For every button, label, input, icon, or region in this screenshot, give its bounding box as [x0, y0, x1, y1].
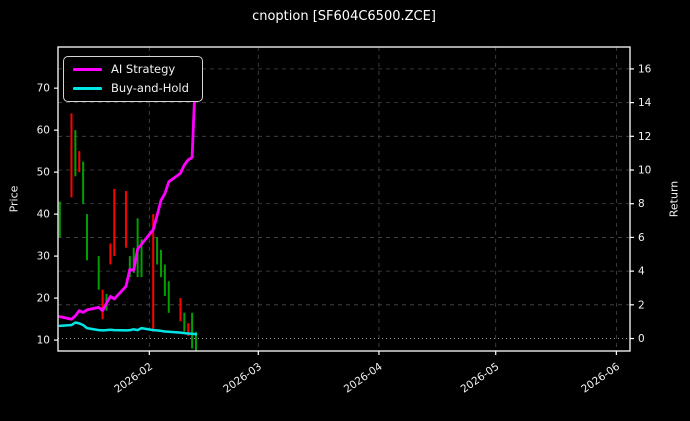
return-tick-label: 0	[638, 333, 645, 345]
buy-and-hold-line	[58, 321, 198, 336]
ai-strategy-swatch	[73, 68, 102, 72]
buy-and-hold-swatch	[73, 86, 102, 90]
price-tick-label: 50	[37, 167, 50, 179]
axis-ticks	[54, 68, 634, 355]
legend-item-ai-strategy: AI Strategy	[73, 62, 189, 76]
date-tick-label: 2026-06	[579, 360, 622, 395]
return-tick-label: 10	[638, 165, 651, 177]
price-tick-label: 70	[37, 83, 50, 95]
return-tick-label: 14	[638, 97, 652, 109]
plot-border	[57, 46, 631, 352]
legend-label-ai-strategy: AI Strategy	[111, 62, 176, 76]
price-tick-label: 40	[37, 209, 50, 221]
return-tick-label: 4	[638, 266, 645, 278]
chart-title: cnoption [SF604C6500.ZCE]	[252, 9, 436, 24]
legend: AI Strategy Buy-and-Hold	[63, 56, 203, 102]
date-tick-label: 2026-03	[221, 361, 264, 396]
price-tick-label: 20	[37, 293, 50, 305]
price-tick-label: 30	[37, 251, 50, 263]
candlestick-series	[58, 113, 198, 351]
return-tick-label: 6	[638, 232, 645, 244]
price-tick-label: 60	[37, 125, 50, 137]
date-tick-label: 2026-05	[459, 361, 502, 396]
return-tick-label: 16	[638, 63, 652, 75]
price-tick-label: 10	[37, 335, 50, 347]
legend-item-buy-and-hold: Buy-and-Hold	[73, 80, 189, 95]
date-tick-label: 2026-02	[112, 361, 155, 396]
legend-label-buy-and-hold: Buy-and-Hold	[111, 80, 189, 95]
tick-labels: 10 20 30 40 50 60 70 0 2 4 6 8 10 12 14 16 2026-02 2026-0…	[37, 63, 652, 395]
return-tick-label: 8	[638, 198, 645, 210]
ai-strategy-line	[58, 60, 198, 321]
return-tick-label: 2	[638, 299, 645, 311]
date-tick-label: 2026-04	[342, 360, 385, 395]
return-tick-label: 12	[638, 131, 651, 143]
